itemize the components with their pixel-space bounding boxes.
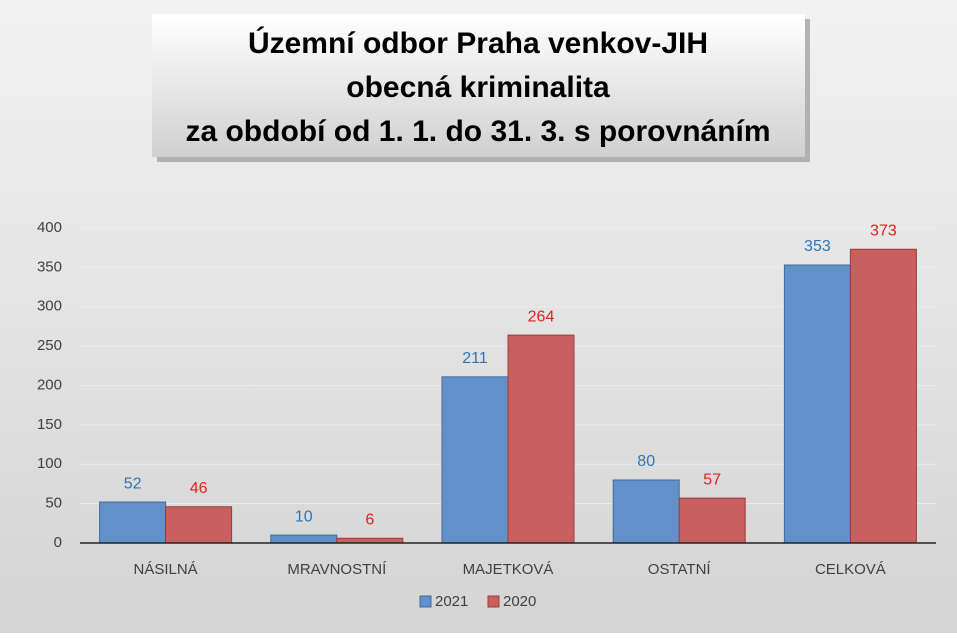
y-tick-label: 350 (37, 258, 62, 275)
value-label: 46 (190, 480, 208, 497)
bar (441, 376, 509, 544)
value-label: 373 (870, 222, 897, 239)
y-tick-label: 0 (54, 534, 62, 551)
legend-label: 2020 (503, 593, 536, 610)
y-tick-label: 100 (37, 455, 62, 472)
value-label: 80 (637, 453, 655, 470)
bar (849, 248, 917, 544)
bar (507, 334, 575, 544)
y-tick-label: 250 (37, 337, 62, 354)
bar (678, 497, 746, 544)
chart-title: za období od 1. 1. do 31. 3. s porovnání… (185, 115, 770, 148)
legend-swatch (419, 595, 432, 608)
y-tick-label: 300 (37, 298, 62, 315)
value-label: 10 (295, 508, 313, 525)
bar (270, 534, 338, 544)
value-label: 6 (365, 511, 374, 528)
legend-label: 2021 (435, 593, 468, 610)
x-tick-label: OSTATNÍ (648, 561, 712, 578)
y-tick-label: 400 (37, 219, 62, 236)
y-tick-label: 200 (37, 376, 62, 393)
x-tick-label: MRAVNOSTNÍ (287, 561, 387, 578)
legend-swatch (487, 595, 500, 608)
bar (99, 501, 167, 544)
chart-title: Územní odbor Praha venkov-JIH (248, 26, 708, 60)
bar (783, 264, 851, 544)
value-label: 57 (703, 471, 721, 488)
value-label: 52 (124, 475, 142, 492)
title-box (152, 14, 805, 157)
value-label: 211 (462, 350, 488, 367)
bar (612, 479, 680, 544)
y-tick-label: 150 (37, 416, 62, 433)
value-label: 353 (804, 238, 831, 255)
x-tick-label: MAJETKOVÁ (463, 561, 554, 578)
y-tick-label: 50 (45, 495, 62, 512)
x-tick-label: NÁSILNÁ (133, 561, 197, 578)
value-label: 264 (528, 308, 555, 325)
x-tick-label: CELKOVÁ (815, 561, 886, 578)
chart-title: obecná kriminalita (346, 71, 610, 104)
bar (165, 506, 233, 544)
